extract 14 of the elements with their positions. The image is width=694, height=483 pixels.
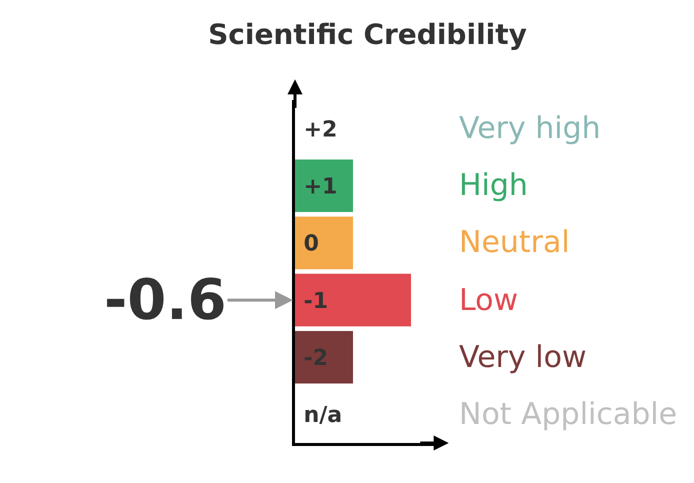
y-tick-label: n/a: [304, 403, 342, 428]
text: Very low: [459, 340, 586, 375]
text: Not Applicable: [459, 397, 678, 432]
chart-title: Scientific Credibility: [208, 18, 527, 51]
text: Low: [459, 283, 518, 318]
text: Very high: [459, 111, 601, 146]
y-tick-label: -2: [304, 346, 328, 371]
y-tick-label: 0: [304, 232, 319, 257]
text: Neutral: [459, 225, 570, 260]
text: -0.6: [104, 268, 226, 333]
y-tick-label: -1: [304, 288, 328, 314]
y-tick-label: +1: [304, 174, 338, 200]
text: High: [459, 168, 528, 203]
y-tick-label: +2: [304, 117, 338, 142]
